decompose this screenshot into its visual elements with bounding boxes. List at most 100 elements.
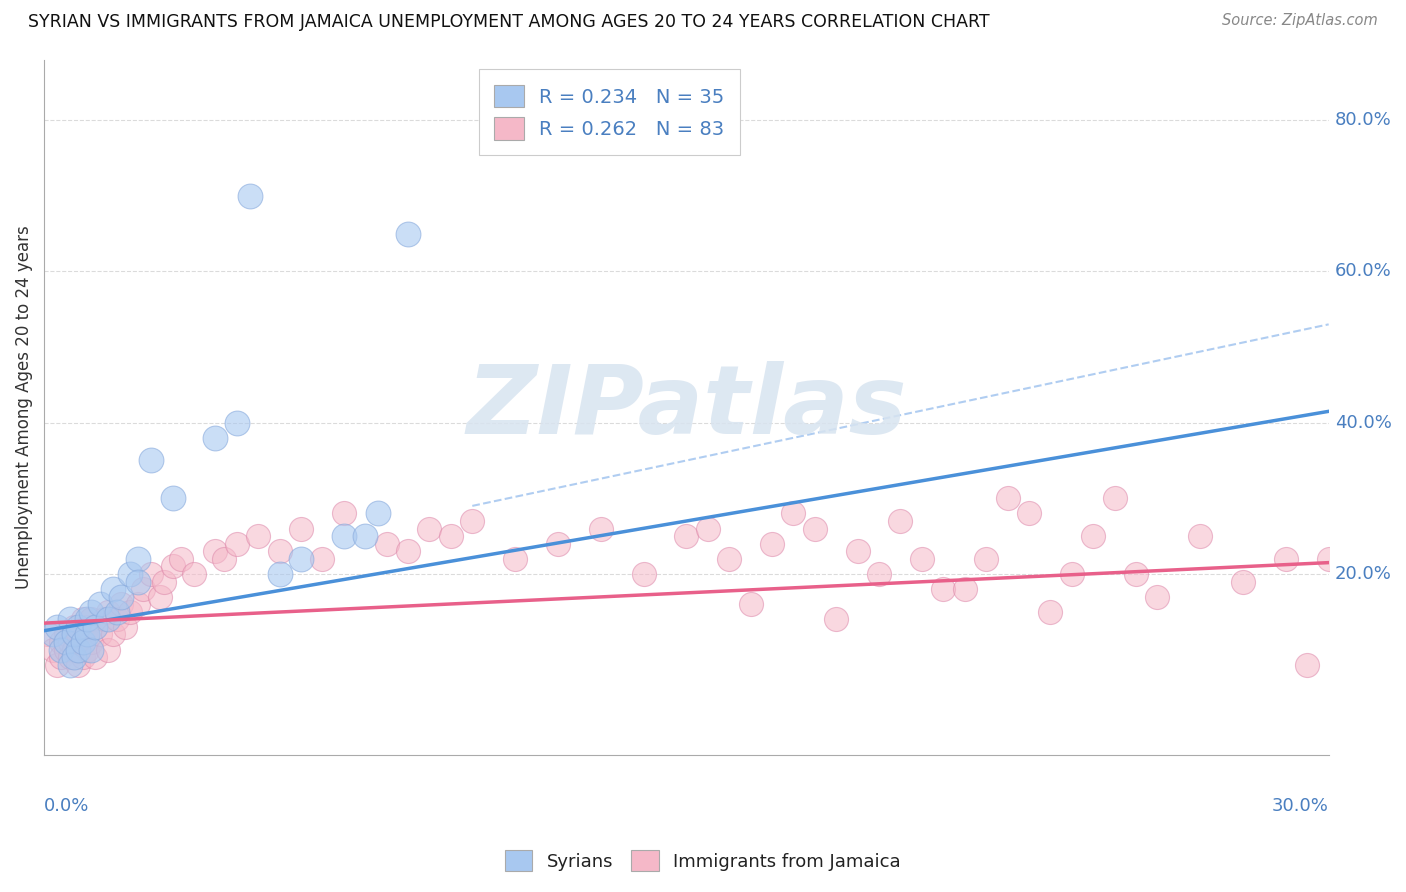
Point bbox=[911, 551, 934, 566]
Point bbox=[110, 590, 132, 604]
Text: 0.0%: 0.0% bbox=[44, 797, 90, 815]
Text: 80.0%: 80.0% bbox=[1336, 112, 1392, 129]
Point bbox=[63, 642, 86, 657]
Point bbox=[89, 627, 111, 641]
Point bbox=[67, 620, 90, 634]
Point bbox=[46, 657, 69, 672]
Point bbox=[162, 491, 184, 506]
Point bbox=[396, 227, 419, 241]
Point bbox=[55, 635, 77, 649]
Point bbox=[80, 605, 103, 619]
Point bbox=[889, 514, 911, 528]
Point bbox=[1018, 507, 1040, 521]
Point bbox=[1060, 566, 1083, 581]
Point bbox=[97, 642, 120, 657]
Point bbox=[547, 537, 569, 551]
Point bbox=[367, 507, 389, 521]
Point bbox=[162, 559, 184, 574]
Point bbox=[37, 627, 59, 641]
Point bbox=[153, 574, 176, 589]
Point bbox=[804, 522, 827, 536]
Point bbox=[93, 612, 115, 626]
Point bbox=[51, 635, 73, 649]
Point bbox=[72, 635, 94, 649]
Point bbox=[440, 529, 463, 543]
Legend: R = 0.234   N = 35, R = 0.262   N = 83: R = 0.234 N = 35, R = 0.262 N = 83 bbox=[479, 70, 740, 155]
Point bbox=[63, 620, 86, 634]
Point bbox=[51, 650, 73, 665]
Point bbox=[76, 642, 98, 657]
Point bbox=[76, 627, 98, 641]
Point bbox=[461, 514, 484, 528]
Text: 60.0%: 60.0% bbox=[1336, 262, 1392, 280]
Point bbox=[782, 507, 804, 521]
Point bbox=[225, 416, 247, 430]
Point bbox=[80, 612, 103, 626]
Point bbox=[675, 529, 697, 543]
Point bbox=[97, 605, 120, 619]
Point bbox=[1125, 566, 1147, 581]
Point bbox=[589, 522, 612, 536]
Point bbox=[51, 642, 73, 657]
Text: 40.0%: 40.0% bbox=[1336, 414, 1392, 432]
Point bbox=[67, 657, 90, 672]
Point bbox=[1039, 605, 1062, 619]
Point bbox=[333, 507, 356, 521]
Point bbox=[846, 544, 869, 558]
Point bbox=[101, 582, 124, 596]
Point bbox=[67, 642, 90, 657]
Point bbox=[503, 551, 526, 566]
Point bbox=[311, 551, 333, 566]
Text: Source: ZipAtlas.com: Source: ZipAtlas.com bbox=[1222, 13, 1378, 29]
Point bbox=[997, 491, 1019, 506]
Point bbox=[825, 612, 848, 626]
Point bbox=[41, 642, 63, 657]
Point bbox=[89, 597, 111, 611]
Point bbox=[633, 566, 655, 581]
Point bbox=[63, 627, 86, 641]
Point bbox=[141, 566, 163, 581]
Point bbox=[55, 627, 77, 641]
Point bbox=[225, 537, 247, 551]
Point bbox=[46, 620, 69, 634]
Point bbox=[59, 650, 82, 665]
Text: SYRIAN VS IMMIGRANTS FROM JAMAICA UNEMPLOYMENT AMONG AGES 20 TO 24 YEARS CORRELA: SYRIAN VS IMMIGRANTS FROM JAMAICA UNEMPL… bbox=[28, 13, 990, 31]
Point bbox=[118, 566, 141, 581]
Point bbox=[974, 551, 997, 566]
Point bbox=[80, 635, 103, 649]
Point bbox=[1146, 590, 1168, 604]
Point bbox=[63, 650, 86, 665]
Point bbox=[59, 635, 82, 649]
Text: ZIPatlas: ZIPatlas bbox=[465, 361, 907, 454]
Point bbox=[1275, 551, 1298, 566]
Point bbox=[396, 544, 419, 558]
Point bbox=[105, 605, 128, 619]
Point bbox=[105, 612, 128, 626]
Point bbox=[932, 582, 955, 596]
Point bbox=[247, 529, 270, 543]
Point bbox=[418, 522, 440, 536]
Point bbox=[1296, 657, 1319, 672]
Point bbox=[204, 431, 226, 445]
Point bbox=[127, 597, 149, 611]
Point bbox=[1083, 529, 1105, 543]
Point bbox=[110, 597, 132, 611]
Point bbox=[127, 574, 149, 589]
Text: 30.0%: 30.0% bbox=[1272, 797, 1329, 815]
Point bbox=[1104, 491, 1126, 506]
Point bbox=[239, 188, 262, 202]
Point bbox=[868, 566, 890, 581]
Point bbox=[84, 620, 107, 634]
Point bbox=[149, 590, 172, 604]
Point bbox=[59, 612, 82, 626]
Point bbox=[1189, 529, 1212, 543]
Point bbox=[72, 650, 94, 665]
Point bbox=[72, 612, 94, 626]
Point bbox=[183, 566, 205, 581]
Point bbox=[953, 582, 976, 596]
Point bbox=[80, 642, 103, 657]
Point bbox=[118, 605, 141, 619]
Legend: Syrians, Immigrants from Jamaica: Syrians, Immigrants from Jamaica bbox=[498, 843, 908, 879]
Point bbox=[67, 627, 90, 641]
Point bbox=[84, 650, 107, 665]
